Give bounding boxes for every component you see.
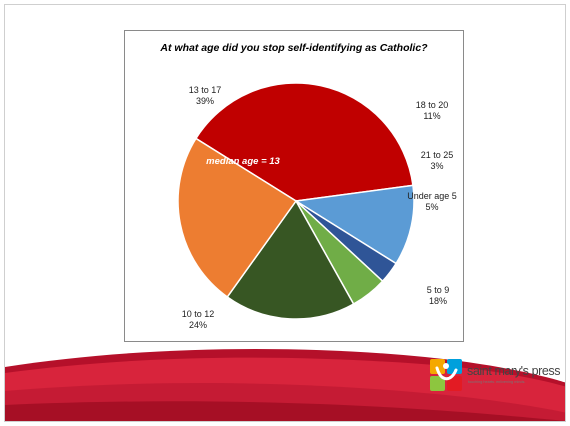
slice-label-under-age-5: Under age 5: [407, 191, 457, 201]
slice-value-21-to-25: 3%: [430, 161, 443, 171]
slice-value-10-to-12: 24%: [189, 320, 207, 330]
slice-label-21-to-25: 21 to 25: [421, 150, 454, 160]
saint-marys-press-logo: saint mary's press touching hearts. enli…: [429, 358, 561, 394]
slice-value-5-to-9: 18%: [429, 296, 447, 306]
logo-mark-icon: [430, 359, 462, 391]
slide: At what age did you stop self-identifyin…: [4, 4, 566, 422]
pie-slice-10-to-12: [177, 137, 298, 298]
chart-title: At what age did you stop self-identifyin…: [159, 42, 428, 54]
logo-tagline: touching hearts. enlivening minds.: [468, 380, 526, 384]
pie-slice-18-to-20: [293, 184, 415, 265]
slice-label-5-to-9: 5 to 9: [427, 285, 450, 295]
slice-value-18-to-20: 11%: [423, 111, 440, 121]
slice-value-13-to-17: 39%: [196, 96, 214, 106]
median-annotation: median age = 13: [206, 156, 280, 167]
footer-wave: [5, 348, 565, 421]
slice-value-under-age-5: 5%: [425, 202, 438, 212]
logo-name: saint mary's press: [467, 364, 561, 378]
slice-label-13-to-17: 13 to 17: [189, 85, 222, 95]
pie-slice-5-to-9: [226, 199, 355, 320]
slice-label-18-to-20: 18 to 20: [416, 100, 449, 110]
slice-label-10-to-12: 10 to 12: [182, 309, 215, 319]
pie-chart: At what age did you stop self-identifyin…: [124, 30, 464, 342]
pie-chart-canvas: At what age did you stop self-identifyin…: [159, 42, 457, 330]
